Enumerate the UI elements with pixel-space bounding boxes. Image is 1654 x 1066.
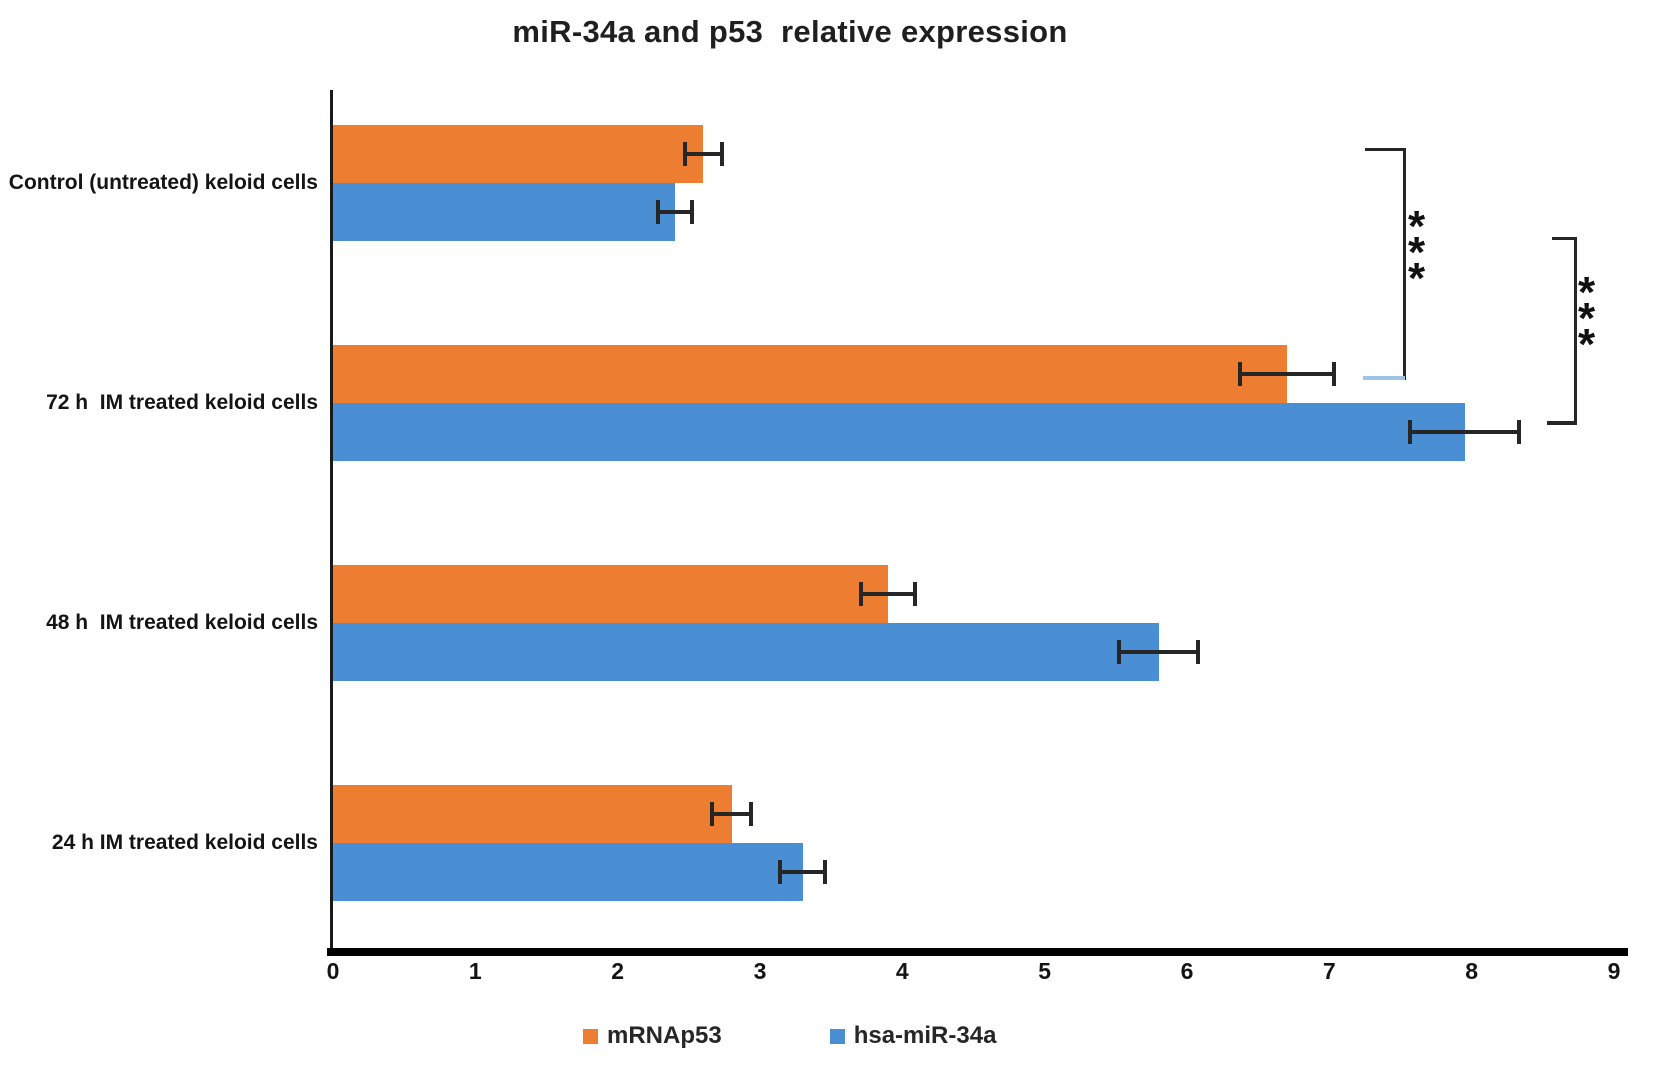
error-bar-cap-left <box>655 200 660 224</box>
error-bar-cap-right <box>1196 640 1201 664</box>
error-bar-cap-left <box>777 860 782 884</box>
chart-title: miR-34a and p53 relative expression <box>512 14 1068 49</box>
category-label-1: 72 h IM treated keloid cells <box>46 391 318 414</box>
category-label-0: Control (untreated) keloid cells <box>8 171 318 194</box>
error-bar-line <box>779 870 826 874</box>
x-tick-label-6: 6 <box>1180 958 1194 984</box>
error-bar-line <box>657 210 692 214</box>
bar-hsa-mir-34a-group-3 <box>333 843 803 901</box>
category-label-2: 48 h IM treated keloid cells <box>46 611 318 634</box>
error-bar-cap-right <box>749 802 754 826</box>
significance-stars-0: * * * <box>1408 202 1426 303</box>
bar-mrnap53-group-1 <box>333 345 1287 403</box>
significance-bracket-top-hook <box>1552 237 1577 240</box>
asterisk-icon: * <box>1408 254 1426 303</box>
error-bar-cap-right <box>719 142 724 166</box>
x-tick-label-3: 3 <box>753 958 767 984</box>
error-bar-cap-left <box>1116 640 1121 664</box>
significance-bracket-vertical <box>1574 237 1577 425</box>
asterisk-icon: * <box>1408 202 1426 251</box>
error-bar-cap-right <box>1331 362 1336 386</box>
legend-item-hsa-mir-34a: hsa-miR-34a <box>829 1022 997 1050</box>
bar-hsa-mir-34a-group-0 <box>333 183 675 241</box>
significance-stars-1: * * * <box>1578 268 1596 369</box>
asterisk-icon: * <box>1578 268 1596 317</box>
bar-mrnap53-group-3 <box>333 785 732 843</box>
x-tick-label-1: 1 <box>468 958 482 984</box>
bar-mrnap53-group-0 <box>333 125 704 183</box>
legend: mRNAp53 hsa-miR-34a <box>583 1022 996 1050</box>
x-axis-line <box>327 948 1628 956</box>
error-bar-cap-left <box>682 142 687 166</box>
legend-label-hsa-mir-34a: hsa-miR-34a <box>853 1022 997 1049</box>
bar-hsa-mir-34a-group-2 <box>333 623 1159 681</box>
error-bar-cap-right <box>913 582 918 606</box>
legend-swatch-hsa-mir-34a-icon <box>829 1028 845 1044</box>
bar-hsa-mir-34a-group-1 <box>333 403 1465 461</box>
error-bar-cap-right <box>823 860 828 884</box>
error-bar-cap-left <box>1408 420 1413 444</box>
error-bar-cap-right <box>1516 420 1521 444</box>
asterisk-icon: * <box>1408 228 1426 277</box>
bar-mrnap53-group-2 <box>333 565 889 623</box>
legend-label-mrnap53: mRNAp53 <box>607 1022 722 1049</box>
x-tick-label-8: 8 <box>1465 958 1479 984</box>
x-tick-label-0: 0 <box>326 958 340 984</box>
significance-bracket-bottom-hook <box>1547 421 1577 425</box>
asterisk-icon: * <box>1578 294 1596 343</box>
legend-item-mrnap53: mRNAp53 <box>583 1022 722 1050</box>
category-label-3: 24 h IM treated keloid cells <box>51 831 318 854</box>
x-tick-label-4: 4 <box>895 958 909 984</box>
legend-swatch-mrnap53-icon <box>583 1028 598 1044</box>
asterisk-icon: * <box>1578 320 1596 369</box>
error-bar-line <box>1239 372 1334 376</box>
significance-bracket-vertical <box>1403 148 1406 380</box>
x-tick-label-9: 9 <box>1607 958 1621 984</box>
error-bar-line <box>1118 650 1199 654</box>
error-bar-line <box>1410 430 1519 434</box>
x-tick-label-7: 7 <box>1322 958 1336 984</box>
error-bar-cap-right <box>689 200 694 224</box>
significance-bracket-top-hook <box>1365 148 1405 151</box>
significance-bracket-bottom-hook <box>1363 376 1405 380</box>
y-axis-line <box>330 90 333 952</box>
error-bar-cap-left <box>859 582 864 606</box>
error-bar-line <box>861 592 916 596</box>
error-bar-line <box>684 152 722 156</box>
error-bar-line <box>711 812 752 816</box>
x-tick-label-5: 5 <box>1038 958 1052 984</box>
error-bar-cap-left <box>1237 362 1242 386</box>
error-bar-cap-left <box>709 802 714 826</box>
x-tick-label-2: 2 <box>611 958 625 984</box>
